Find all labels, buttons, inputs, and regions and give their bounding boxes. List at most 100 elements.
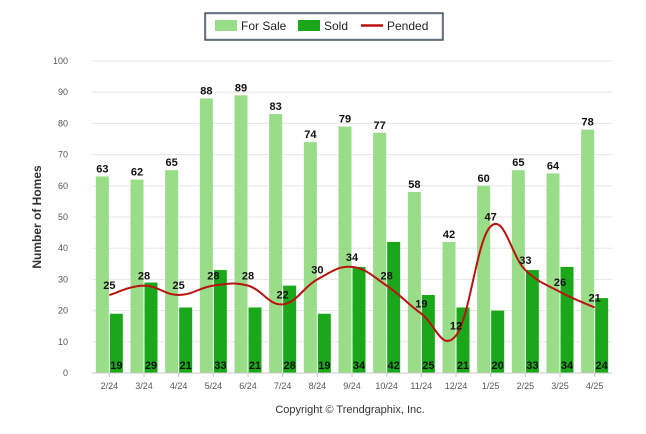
label-sold: 19: [318, 360, 330, 372]
label-for-sale: 63: [96, 163, 108, 175]
x-tick-label: 4/24: [170, 381, 188, 391]
x-tick-label: 6/24: [239, 381, 257, 391]
bar-sold[interactable]: [525, 270, 539, 373]
x-tick-label: 7/24: [274, 381, 292, 391]
label-pended: 25: [103, 280, 115, 292]
x-tick-label: 10/24: [375, 381, 398, 391]
label-pended: 26: [554, 277, 566, 289]
legend[interactable]: For Sale Sold Pended: [204, 12, 444, 41]
bar-for-sale[interactable]: [269, 114, 283, 373]
x-tick-label: 2/24: [101, 381, 119, 391]
bar-for-sale[interactable]: [511, 170, 525, 373]
x-tick-label: 5/24: [205, 381, 223, 391]
label-sold: 24: [596, 360, 609, 372]
bar-sold[interactable]: [317, 313, 331, 373]
label-pended: 28: [381, 271, 393, 283]
legend-swatch-for-sale: [215, 20, 237, 31]
label-sold: 42: [388, 360, 400, 372]
legend-box: [204, 12, 444, 41]
label-pended: 34: [346, 252, 359, 264]
label-sold: 21: [180, 360, 192, 372]
y-tick-label: 100: [53, 56, 68, 66]
bar-for-sale[interactable]: [165, 170, 179, 373]
label-sold: 33: [214, 360, 226, 372]
bar-for-sale[interactable]: [546, 173, 560, 373]
label-pended: 47: [485, 211, 497, 223]
bar-sold[interactable]: [491, 310, 505, 373]
bar-sold[interactable]: [595, 298, 609, 373]
label-for-sale: 65: [166, 157, 178, 169]
bar-for-sale[interactable]: [130, 179, 144, 373]
pended-line[interactable]: [109, 223, 596, 342]
x-tick-label: 4/25: [586, 381, 604, 391]
bar-sold[interactable]: [144, 282, 158, 373]
y-tick-label: 80: [58, 118, 68, 128]
bar-sold[interactable]: [421, 295, 435, 373]
bar-sold[interactable]: [387, 241, 401, 373]
legend-inner-border: [205, 13, 443, 40]
legend-label-pended[interactable]: Pended: [387, 19, 428, 33]
x-tick-label: 9/24: [343, 381, 361, 391]
label-sold: 34: [353, 360, 366, 372]
label-for-sale: 60: [478, 173, 490, 185]
label-for-sale: 89: [235, 82, 247, 94]
bar-sold[interactable]: [283, 285, 297, 373]
label-sold: 33: [526, 360, 538, 372]
x-tick-label: 3/24: [135, 381, 153, 391]
label-sold: 29: [145, 360, 157, 372]
bar-sold[interactable]: [213, 270, 227, 373]
bar-for-sale[interactable]: [581, 129, 595, 373]
bars: [95, 95, 609, 374]
y-tick-label: 30: [58, 274, 68, 284]
legend-swatch-sold: [298, 20, 320, 31]
x-tick-label: 11/24: [410, 381, 432, 391]
label-for-sale: 79: [339, 114, 351, 126]
x-tick-label: 12/24: [445, 381, 468, 391]
bar-for-sale[interactable]: [407, 192, 421, 373]
bar-sold[interactable]: [109, 313, 123, 373]
x-tick-label: 8/24: [309, 381, 327, 391]
bar-for-sale[interactable]: [199, 98, 213, 373]
label-sold: 21: [249, 360, 261, 372]
label-sold: 20: [492, 360, 504, 372]
label-sold: 28: [284, 360, 296, 372]
bar-for-sale[interactable]: [338, 126, 352, 374]
gridlines: [92, 60, 612, 343]
label-pended: 21: [589, 292, 601, 304]
bar-for-sale[interactable]: [234, 95, 248, 373]
label-for-sale: 62: [131, 167, 143, 179]
bar-sold[interactable]: [352, 266, 366, 373]
bar-sold[interactable]: [456, 307, 470, 373]
label-pended: 25: [173, 280, 185, 292]
y-tick-label: 60: [58, 181, 68, 191]
label-for-sale: 74: [304, 129, 317, 141]
data-labels: 63 19 62 29 65 21 88 33 89 21 83 28 74 19 79 34 77 42 58 25…: [96, 82, 608, 372]
label-for-sale: 78: [582, 117, 594, 129]
label-pended: 22: [277, 289, 289, 301]
label-pended: 19: [415, 299, 427, 311]
y-tick-label: 70: [58, 150, 68, 160]
bar-for-sale[interactable]: [95, 176, 109, 373]
label-for-sale: 58: [408, 179, 420, 191]
label-for-sale: 65: [512, 157, 524, 169]
label-pended: 28: [207, 271, 219, 283]
label-pended: 28: [242, 271, 254, 283]
y-tick-label: 0: [63, 368, 68, 378]
label-for-sale: 64: [547, 160, 560, 172]
bar-for-sale[interactable]: [303, 142, 317, 373]
x-tick-label: 2/25: [517, 381, 535, 391]
label-for-sale: 77: [374, 120, 386, 132]
bar-sold[interactable]: [179, 307, 193, 373]
bar-for-sale[interactable]: [373, 132, 387, 373]
label-sold: 34: [561, 360, 574, 372]
legend-label-sold[interactable]: Sold: [324, 19, 348, 33]
x-tick-label: 1/25: [482, 381, 500, 391]
legend-label-for-sale[interactable]: For Sale: [241, 19, 287, 33]
bar-for-sale[interactable]: [442, 241, 456, 373]
label-for-sale: 83: [270, 101, 282, 113]
axes: 0 10 20 30 40 50 60 70 80 90 100 2/24 3/24 4/24 5/24 6/…: [53, 56, 612, 391]
bar-sold[interactable]: [248, 307, 262, 373]
label-for-sale: 42: [443, 229, 455, 241]
label-sold: 19: [110, 360, 122, 372]
